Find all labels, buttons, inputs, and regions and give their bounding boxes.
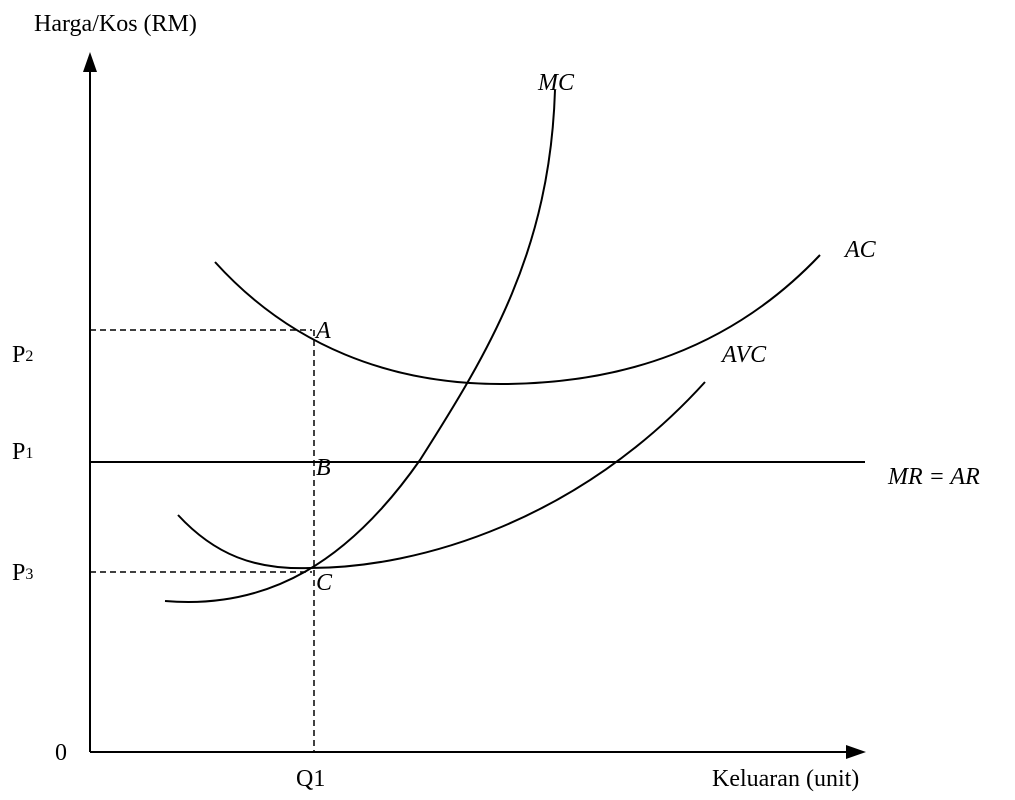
x-axis-arrow — [846, 745, 866, 759]
mr-ar-label: MR = AR — [887, 464, 980, 490]
point-a-label: A — [314, 318, 331, 344]
origin-label: 0 — [55, 740, 67, 766]
x-axis-title: Keluaran (unit) — [712, 766, 859, 792]
q1-label: Q1 — [296, 766, 325, 792]
p3-label: P3 — [12, 560, 33, 586]
y-axis-title: Harga/Kos (RM) — [34, 11, 197, 37]
p2-sub: 2 — [25, 348, 33, 365]
p3-sub: 3 — [25, 566, 33, 583]
point-b-label: B — [316, 455, 331, 481]
p2-main: P — [12, 342, 25, 368]
point-c-label: C — [316, 570, 333, 596]
p2-label: P2 — [12, 342, 33, 368]
avc-curve — [177, 381, 706, 570]
p1-label: P1 — [12, 439, 33, 465]
ac-label: AC — [843, 237, 877, 263]
mc-label: MC — [537, 70, 575, 96]
p1-main: P — [12, 439, 25, 465]
mc-curve — [164, 89, 556, 603]
ac-curve — [214, 254, 821, 386]
avc-label: AVC — [720, 342, 767, 368]
p1-sub: 1 — [25, 445, 33, 462]
y-axis-arrow — [83, 52, 97, 72]
p3-main: P — [12, 560, 25, 586]
